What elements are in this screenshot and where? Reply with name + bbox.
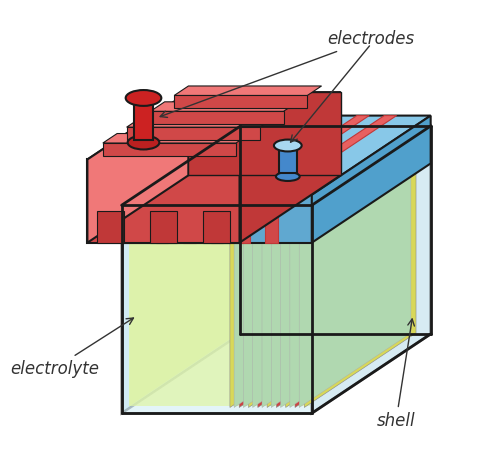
Polygon shape bbox=[295, 167, 406, 408]
Polygon shape bbox=[248, 167, 360, 408]
Polygon shape bbox=[88, 92, 340, 159]
Polygon shape bbox=[258, 167, 370, 408]
Polygon shape bbox=[272, 167, 388, 241]
Polygon shape bbox=[267, 167, 379, 408]
Polygon shape bbox=[122, 126, 240, 413]
Polygon shape bbox=[230, 167, 342, 408]
Polygon shape bbox=[150, 112, 284, 124]
Polygon shape bbox=[240, 92, 340, 243]
Polygon shape bbox=[156, 116, 287, 195]
Polygon shape bbox=[126, 127, 260, 140]
Polygon shape bbox=[286, 167, 398, 408]
Ellipse shape bbox=[276, 172, 299, 181]
Polygon shape bbox=[204, 212, 230, 243]
Polygon shape bbox=[299, 167, 411, 408]
Polygon shape bbox=[183, 116, 314, 195]
Polygon shape bbox=[239, 167, 351, 408]
Polygon shape bbox=[103, 134, 250, 143]
Polygon shape bbox=[174, 95, 308, 108]
Polygon shape bbox=[312, 126, 430, 413]
Polygon shape bbox=[238, 199, 250, 243]
Polygon shape bbox=[266, 116, 396, 195]
Polygon shape bbox=[88, 159, 240, 243]
Polygon shape bbox=[122, 205, 312, 413]
Polygon shape bbox=[244, 167, 355, 408]
Polygon shape bbox=[134, 98, 154, 140]
Polygon shape bbox=[126, 118, 274, 127]
Polygon shape bbox=[290, 167, 406, 241]
Text: shell: shell bbox=[376, 319, 416, 430]
Polygon shape bbox=[272, 167, 383, 408]
Polygon shape bbox=[88, 92, 188, 243]
Polygon shape bbox=[210, 116, 342, 195]
Polygon shape bbox=[234, 167, 351, 241]
Polygon shape bbox=[304, 167, 416, 408]
Polygon shape bbox=[238, 116, 369, 195]
Polygon shape bbox=[262, 167, 379, 241]
Polygon shape bbox=[130, 153, 242, 406]
Polygon shape bbox=[266, 199, 278, 243]
Polygon shape bbox=[280, 167, 398, 241]
Ellipse shape bbox=[128, 135, 160, 150]
Polygon shape bbox=[183, 199, 196, 243]
Polygon shape bbox=[244, 167, 360, 241]
Polygon shape bbox=[150, 102, 298, 112]
Polygon shape bbox=[103, 143, 236, 156]
Polygon shape bbox=[210, 199, 223, 243]
Polygon shape bbox=[312, 116, 430, 243]
Text: electrolyte: electrolyte bbox=[10, 318, 134, 378]
Polygon shape bbox=[225, 167, 342, 241]
Polygon shape bbox=[299, 167, 416, 241]
Polygon shape bbox=[156, 199, 168, 243]
Ellipse shape bbox=[274, 140, 301, 151]
Polygon shape bbox=[262, 167, 374, 408]
Polygon shape bbox=[234, 167, 346, 408]
Polygon shape bbox=[122, 126, 430, 205]
Polygon shape bbox=[122, 116, 240, 243]
Polygon shape bbox=[252, 167, 370, 241]
Polygon shape bbox=[290, 167, 402, 408]
Polygon shape bbox=[276, 167, 388, 408]
Polygon shape bbox=[130, 228, 310, 406]
Polygon shape bbox=[97, 212, 124, 243]
Polygon shape bbox=[130, 153, 423, 228]
Polygon shape bbox=[252, 167, 364, 408]
Polygon shape bbox=[150, 212, 177, 243]
Polygon shape bbox=[188, 92, 340, 175]
Polygon shape bbox=[279, 146, 296, 173]
Polygon shape bbox=[280, 167, 392, 408]
Polygon shape bbox=[122, 116, 430, 195]
Ellipse shape bbox=[126, 90, 162, 106]
Text: electrodes: electrodes bbox=[160, 30, 415, 118]
Polygon shape bbox=[174, 86, 322, 95]
Polygon shape bbox=[122, 195, 312, 243]
